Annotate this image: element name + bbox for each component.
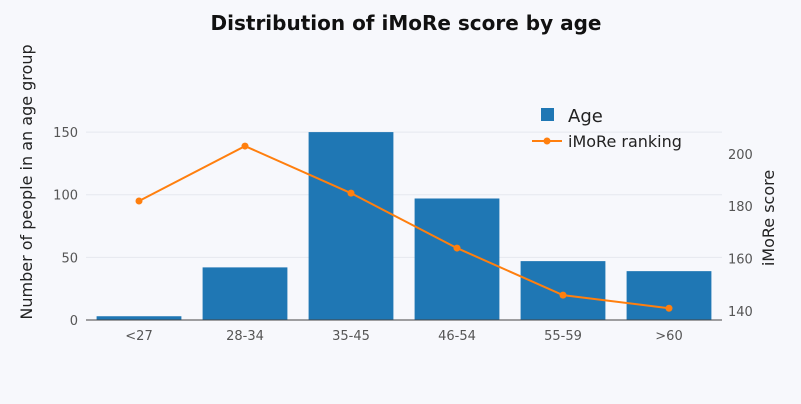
bar-series-age	[96, 132, 712, 320]
y-tick-50: 50	[61, 251, 78, 266]
legend-swatch-age	[541, 108, 554, 121]
x-tick-27: <27	[125, 329, 152, 344]
y-tick-100: 100	[53, 189, 78, 204]
point-imore-55-59	[559, 291, 567, 299]
x-tick-labels: <27 28-34 35-45 46-54 55-59 >60	[125, 329, 682, 344]
y2-tick-140: 140	[728, 305, 753, 320]
legend-swatch-imore-marker	[543, 137, 551, 145]
bar-27	[96, 316, 182, 320]
y-tick-150: 150	[53, 126, 78, 141]
x-tick-46-54: 46-54	[438, 329, 476, 344]
y2-tick-labels: 140 160 180 200	[728, 148, 753, 320]
y-tick-0: 0	[70, 314, 78, 329]
legend-label-age: Age	[568, 106, 603, 127]
bar-35-45	[308, 132, 394, 320]
point-imore-27	[135, 197, 143, 205]
chart-title: Distribution of iMoRe score by age	[211, 11, 602, 35]
y2-tick-180: 180	[728, 200, 753, 215]
x-tick-28-34: 28-34	[226, 329, 264, 344]
point-imore-46-54	[453, 244, 461, 252]
gridlines	[86, 131, 722, 258]
legend: Age iMoRe ranking	[532, 106, 682, 151]
line-series-imore	[135, 142, 673, 312]
y2-axis-title: iMoRe score	[759, 170, 778, 266]
y-axis-title: Number of people in an age group	[17, 44, 36, 319]
x-tick-60: >60	[655, 329, 682, 344]
bar-60	[626, 271, 712, 320]
point-imore-60	[665, 304, 673, 312]
legend-label-imore: iMoRe ranking	[568, 132, 682, 151]
y2-tick-200: 200	[728, 148, 753, 163]
y-tick-labels: 0 50 100 150	[53, 126, 78, 329]
bar-55-59	[520, 261, 606, 320]
x-tick-55-59: 55-59	[544, 329, 582, 344]
bar-28-34	[202, 267, 288, 320]
point-imore-35-45	[347, 189, 355, 197]
x-tick-35-45: 35-45	[332, 329, 370, 344]
line-imore-ranking	[138, 144, 670, 310]
bar-46-54	[414, 198, 500, 320]
point-imore-28-34	[241, 142, 249, 150]
y2-tick-160: 160	[728, 253, 753, 268]
